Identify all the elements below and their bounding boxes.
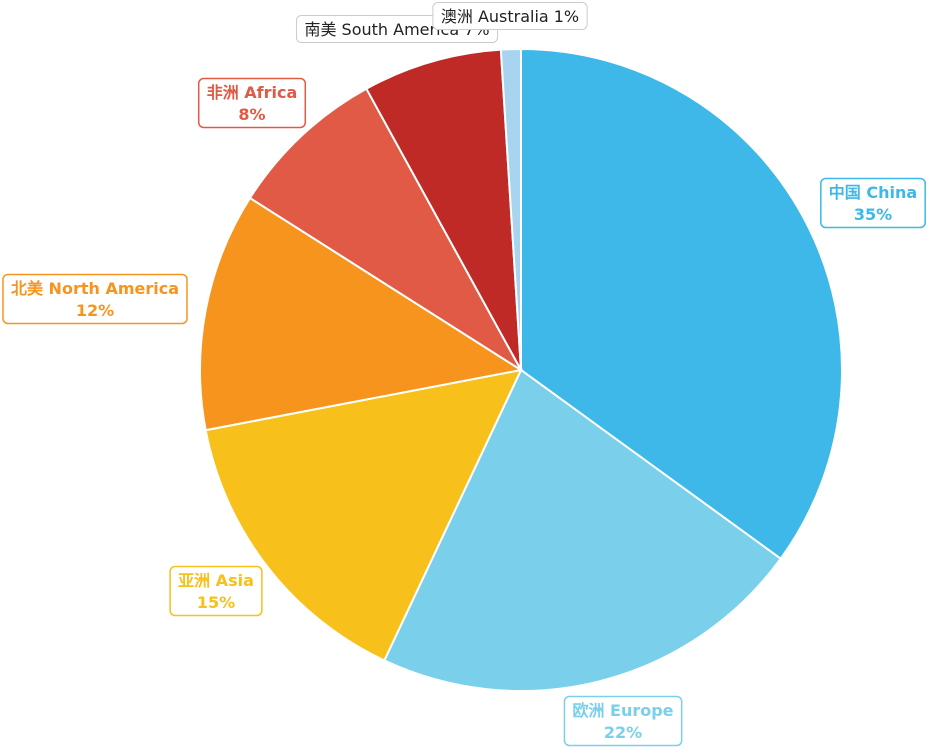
label-value: 15% bbox=[197, 593, 235, 612]
data-label: 澳洲 Australia 1% bbox=[432, 2, 588, 30]
label-name: 非洲 Africa bbox=[207, 83, 298, 102]
label-box bbox=[197, 77, 307, 129]
pie-slice bbox=[248, 87, 522, 371]
label-box bbox=[432, 2, 588, 30]
label-box bbox=[563, 695, 683, 747]
label-text: 欧洲 Europe 22% bbox=[572, 701, 673, 742]
label-text: 中国 China 35% bbox=[829, 183, 917, 224]
label-value: 22% bbox=[604, 723, 642, 742]
label-box bbox=[2, 273, 188, 325]
data-label: 中国 China 35% bbox=[820, 177, 926, 229]
data-label: 非洲 Africa 8% bbox=[197, 77, 307, 129]
label-value: 35% bbox=[854, 205, 892, 224]
label-text: 澳洲 Australia 1% bbox=[441, 7, 579, 26]
label-text: 北美 North America 12% bbox=[11, 279, 179, 320]
label-value: 12% bbox=[76, 301, 114, 320]
label-text: 非洲 Africa 8% bbox=[207, 83, 298, 124]
pie-slice bbox=[499, 47, 522, 371]
label-value: 1% bbox=[554, 7, 579, 26]
label-name: 澳洲 Australia bbox=[441, 7, 549, 26]
label-name: 南美 South America bbox=[304, 20, 459, 39]
label-box bbox=[169, 565, 263, 617]
data-label: 亚洲 Asia 15% bbox=[169, 565, 263, 617]
label-box bbox=[820, 177, 926, 229]
data-label: 欧洲 Europe 22% bbox=[563, 695, 683, 747]
label-value: 8% bbox=[238, 105, 265, 124]
data-label: 北美 North America 12% bbox=[2, 273, 188, 325]
pie-slice bbox=[199, 196, 524, 432]
pie-slice bbox=[204, 368, 523, 662]
pie-slice bbox=[364, 48, 522, 371]
label-name: 亚洲 Asia bbox=[178, 571, 254, 590]
label-name: 中国 China bbox=[829, 183, 917, 202]
label-name: 欧洲 Europe bbox=[572, 701, 673, 720]
label-name: 北美 North America bbox=[11, 279, 179, 298]
label-text: 亚洲 Asia 15% bbox=[178, 571, 254, 612]
pie-slice bbox=[520, 47, 843, 561]
